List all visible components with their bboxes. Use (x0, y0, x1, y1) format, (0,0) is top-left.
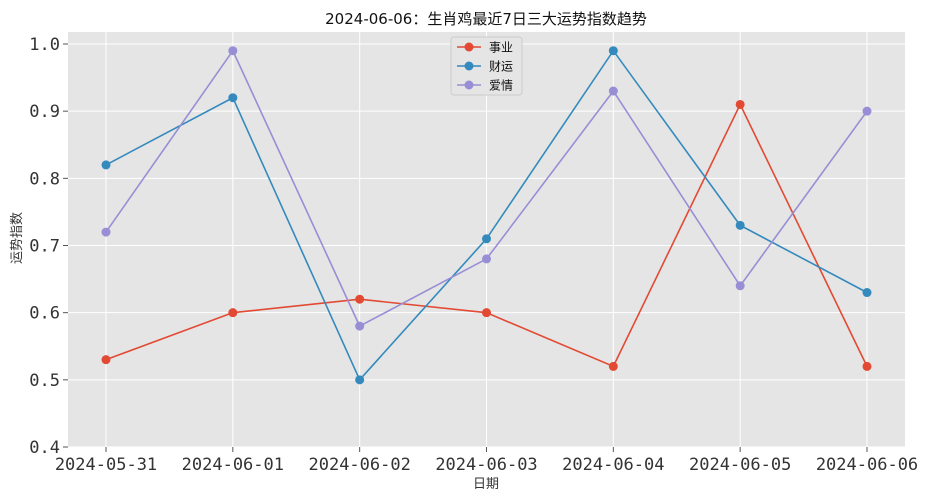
y-tick-label: 0.4 (29, 438, 60, 458)
data-point (608, 46, 618, 56)
data-point (608, 361, 618, 371)
x-axis-label: 日期 (473, 477, 499, 492)
series-财运 (101, 46, 872, 385)
y-tick-label: 0.8 (29, 169, 60, 189)
data-point (735, 281, 745, 291)
data-point (228, 93, 238, 103)
data-point (355, 321, 365, 331)
series-爱情 (101, 46, 872, 331)
x-tick-label: 2024-06-06 (816, 455, 918, 475)
data-point (482, 308, 491, 318)
data-point (735, 99, 745, 109)
data-point (482, 254, 491, 264)
x-tick-label: 2024-06-02 (308, 455, 410, 475)
legend-label: 财运 (489, 60, 513, 74)
legend-swatch-marker (464, 42, 474, 52)
y-tick-label: 0.7 (29, 237, 60, 257)
x-tick-label: 2024-06-05 (689, 455, 791, 475)
legend-item: 事业 (457, 41, 513, 55)
legend-swatch-marker (464, 80, 474, 90)
chart-title: 2024-06-06：生肖鸡最近7日三大运势指数趋势 (325, 10, 647, 28)
y-tick-label: 0.9 (29, 102, 60, 122)
x-tick-label: 2024-06-01 (182, 455, 284, 475)
legend-swatch-marker (464, 61, 474, 71)
data-point (735, 220, 745, 230)
y-tick-label: 1.0 (29, 35, 60, 55)
y-axis-label: 运势指数 (9, 212, 25, 264)
data-point (228, 308, 238, 318)
legend-item: 爱情 (457, 79, 513, 93)
data-point (101, 355, 111, 365)
data-point (482, 234, 491, 244)
x-tick-label: 2024-06-04 (562, 455, 664, 475)
series-layer (101, 46, 872, 385)
data-point (101, 160, 111, 170)
data-point (862, 361, 872, 371)
data-point (101, 227, 111, 237)
data-point (862, 106, 872, 116)
legend-label: 事业 (489, 41, 513, 55)
data-point (355, 375, 365, 385)
axes: 0.4 0.5 0.6 0.7 0.8 0.9 1.0 2024-05-31 2024-06-0… (29, 35, 918, 475)
y-tick-label: 0.6 (29, 304, 60, 324)
x-tick-label: 2024-06-03 (435, 455, 537, 475)
series-事业 (101, 99, 872, 371)
data-point (608, 86, 618, 96)
legend-box (450, 36, 523, 96)
legend-item: 财运 (457, 60, 513, 74)
legend-label: 爱情 (489, 79, 513, 93)
data-point (862, 288, 872, 298)
data-point (228, 46, 238, 56)
data-point (355, 294, 365, 304)
x-tick-label: 2024-05-31 (55, 455, 157, 475)
y-tick-label: 0.5 (29, 371, 60, 391)
